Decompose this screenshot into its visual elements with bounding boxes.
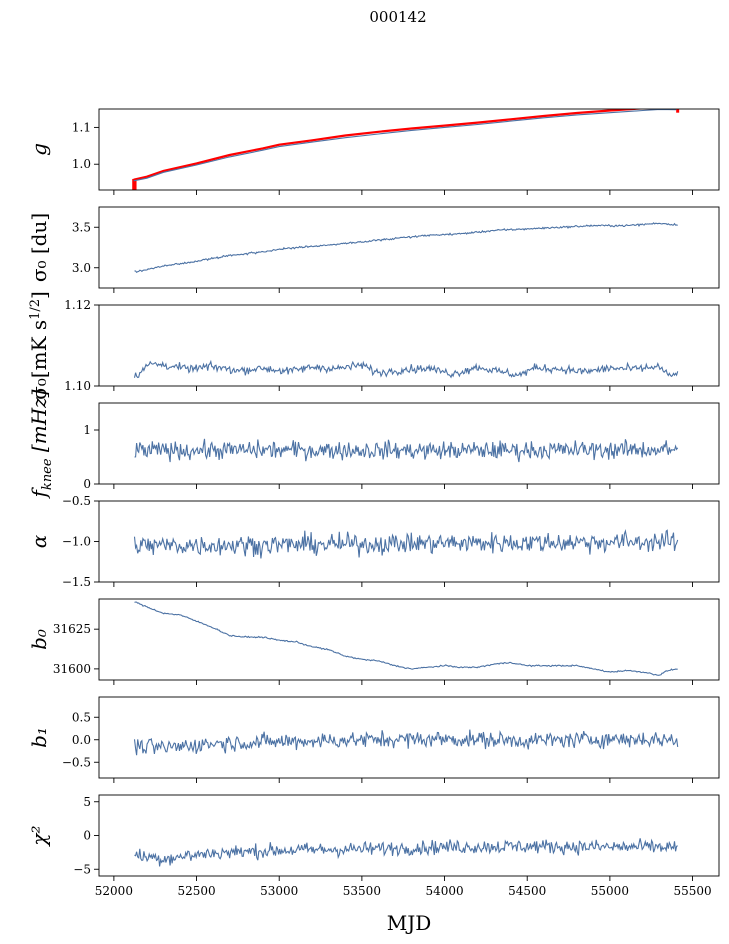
plot-area-1: [134, 222, 678, 274]
panel-0: 1.0 1.1 g: [27, 108, 720, 195]
axes-frame-1: [98, 206, 720, 289]
y-tick-label-4-2: −0.5: [62, 494, 91, 508]
x-axis: 52000 52500 53000 53500 54000 54500 55000 55500: [95, 884, 712, 898]
axes-frame-3: [98, 402, 720, 485]
series-line-1: [134, 222, 678, 274]
x-tick-label-6: 55000: [591, 884, 629, 898]
y-axis-label-6: b₁: [27, 727, 51, 748]
x-tick-label-5: 54500: [508, 884, 546, 898]
y-tick-label-3-1: 1: [83, 423, 91, 437]
y-tick-label-0-1: 1.1: [72, 120, 91, 134]
y-tick-label-5-0: 31600: [53, 662, 91, 676]
plot-area-6: [133, 729, 679, 756]
y-axis-label-0: g: [27, 143, 51, 156]
y-tick-label-6-1: 0.0: [72, 733, 91, 747]
y-axis-label-4: α: [27, 534, 51, 548]
y-tick-label-3-0: 0: [83, 477, 91, 491]
plot-area-5: [134, 601, 678, 676]
panel-4: −1.5 −1.0 −0.5 α: [27, 494, 720, 589]
x-axis-label: MJD: [387, 911, 432, 935]
y-tick-label-6-0: −0.5: [62, 755, 91, 769]
panel-6: −0.5 0.0 0.5 b₁: [27, 696, 720, 783]
axes-frame-2: [98, 304, 720, 387]
x-tick-label-3: 53500: [343, 884, 381, 898]
panel-2: 1.10 1.12 σ₀[mK s1/2]: [27, 291, 720, 400]
axes-frame-5: [98, 598, 720, 681]
figure-title: 000142: [369, 8, 426, 26]
series-line-7: [134, 838, 678, 867]
y-axis-label-1: σ₀ [du]: [27, 213, 51, 282]
y-tick-label-7-2: 5: [83, 795, 91, 809]
reference-line: [133, 109, 676, 181]
y-tick-label-1-1: 3.5: [72, 220, 91, 234]
plot-area-2: [133, 359, 679, 379]
y-axis-label-3: fknee [mHz]: [27, 389, 55, 499]
y-tick-label-4-0: −1.5: [62, 575, 91, 589]
x-tick-label-2: 53000: [260, 884, 298, 898]
y-tick-label-1-0: 3.0: [72, 261, 91, 275]
y-tick-label-7-1: 0: [83, 829, 91, 843]
plot-area-0: [132, 109, 680, 190]
y-tick-label-2-0: 1.10: [64, 379, 91, 393]
series-line-2: [133, 359, 679, 379]
series-line-4: [133, 528, 679, 559]
y-tick-label-7-0: −5: [73, 862, 91, 876]
x-tick-label-1: 52500: [177, 884, 215, 898]
plot-area-4: [133, 528, 679, 559]
y-tick-label-2-1: 1.12: [64, 298, 91, 312]
x-tick-label-4: 54000: [425, 884, 463, 898]
series-line-6: [133, 729, 679, 756]
y-axis-label-5: b₀: [27, 629, 51, 650]
panel-1: 3.0 3.5 σ₀ [du]: [27, 206, 720, 293]
series-line-0: [133, 109, 677, 182]
axes-frame-0: [98, 108, 720, 191]
y-tick-label-6-2: 0.5: [72, 710, 91, 724]
panel-7: −5 0 5 χ²: [27, 794, 720, 881]
x-tick-label-7: 55500: [673, 884, 711, 898]
series-line-3: [134, 438, 679, 463]
y-tick-label-4-1: −1.0: [62, 535, 91, 549]
y-tick-label-5-1: 31625: [53, 622, 91, 636]
plot-area-3: [134, 438, 679, 463]
plot-area-7: [134, 838, 678, 867]
x-tick-label-0: 52000: [95, 884, 133, 898]
series-line-5: [134, 601, 678, 676]
axes-frame-7: [98, 794, 720, 877]
axes-frame-6: [98, 696, 720, 779]
panel-3: 0 1 fknee [mHz]: [27, 389, 720, 499]
y-tick-label-0-0: 1.0: [72, 157, 91, 171]
y-axis-label-7: χ²: [27, 825, 51, 847]
y-axis-label-2: σ₀[mK s1/2]: [27, 291, 51, 400]
